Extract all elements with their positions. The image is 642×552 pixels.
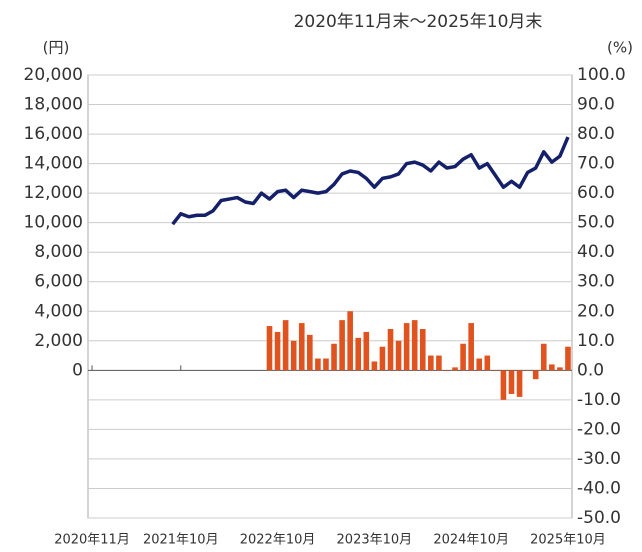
y2-tick-label: 10.0 [577,331,615,351]
y2-tick-label: 70.0 [577,154,615,174]
bar [298,323,305,371]
bar [315,358,321,371]
y-tick-label: 20,000 [24,65,83,85]
y2-axis-label: (%) [607,39,633,57]
bar [540,343,547,371]
y-tick-label: 10,000 [24,213,83,233]
y-tick-label: 6,000 [34,272,83,292]
bar [371,361,378,371]
bar [307,334,313,371]
bar [323,358,329,371]
y-tick-label: 18,000 [24,95,83,115]
y2-tick-label: 40.0 [577,242,615,262]
bar [436,355,442,371]
bar [508,370,515,394]
bar [266,326,273,371]
y2-tick-label: 20.0 [577,301,615,321]
bar [331,343,337,371]
y-tick-label: 16,000 [24,124,83,144]
x-tick-label: 2022年10月 [240,533,316,548]
y2-tick-label: 50.0 [577,213,615,233]
bar [395,340,402,371]
bar [565,346,571,371]
bar [444,370,450,371]
bar [379,346,386,371]
bar [403,323,410,371]
bar [549,364,555,371]
bar [419,328,426,371]
x-tick-label: 2021年10月 [143,533,219,548]
bar [387,328,394,371]
bar [500,370,507,400]
bar [484,355,491,371]
y2-tick-label: -50.0 [577,508,621,528]
bar [452,367,458,371]
bar [355,337,362,371]
y2-tick-label: -20.0 [577,419,621,439]
x-tick-label: 2025年10月 [530,533,606,548]
bar [339,320,345,371]
plot-frame [87,74,573,519]
bar [428,355,434,371]
x-tick-label: 2024年10月 [433,533,509,548]
bar [516,370,523,397]
bar [532,370,539,380]
bar [492,370,499,371]
bar [347,311,353,371]
x-tick-label: 2023年10月 [337,533,413,548]
y2-tick-label: 80.0 [577,124,615,144]
bar [282,320,289,371]
y2-tick-label: 90.0 [577,95,615,115]
x-tick-label: 2020年11月 [54,533,130,548]
bar [557,367,563,371]
y-tick-label: 0 [72,360,83,380]
bar [274,331,281,371]
chart-title: 2020年11月末～2025年10月末 [294,12,543,32]
y-tick-label: 2,000 [34,331,83,351]
y-tick-label: 4,000 [34,301,83,321]
line [171,136,570,226]
bar [290,340,297,371]
y-tick-label: 8,000 [34,242,83,262]
bar [363,331,370,371]
y2-tick-label: -40.0 [577,478,621,498]
y-tick-label: 14,000 [24,154,83,174]
y2-tick-label: 0.0 [577,360,604,380]
y2-tick-label: 30.0 [577,272,615,292]
bar [411,320,418,371]
bar [524,370,531,371]
bar [468,323,474,371]
y2-tick-label: -30.0 [577,449,621,469]
bar [476,358,483,371]
y-tick-label: 12,000 [24,183,83,203]
y2-tick-label: 60.0 [577,183,615,203]
y2-tick-label: 100.0 [577,65,626,85]
y2-tick-label: -10.0 [577,390,621,410]
bar [460,343,466,371]
y-axis-label: (円) [43,39,70,57]
